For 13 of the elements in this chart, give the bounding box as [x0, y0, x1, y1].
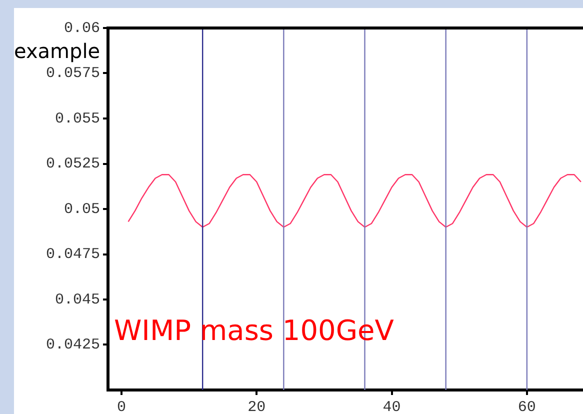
x-tick-label: 20 [248, 398, 266, 414]
y-tick-label: 0.06 [64, 20, 100, 37]
text: example [14, 39, 100, 63]
y-tick-label: 0.0475 [46, 246, 100, 264]
y-tick-label: 0.045 [54, 291, 100, 308]
x-tick-label: 60 [518, 398, 536, 414]
y-tick-label: 0.0525 [46, 156, 100, 173]
y-tick-label: 0.0425 [46, 336, 100, 354]
y-tick-label: 0.0575 [46, 65, 100, 82]
y-tick-label: 0.055 [54, 110, 100, 128]
y-tick-label: 0.05 [64, 200, 100, 218]
x-tick-label: 40 [382, 398, 401, 414]
x-tick-label: 0 [117, 398, 126, 414]
